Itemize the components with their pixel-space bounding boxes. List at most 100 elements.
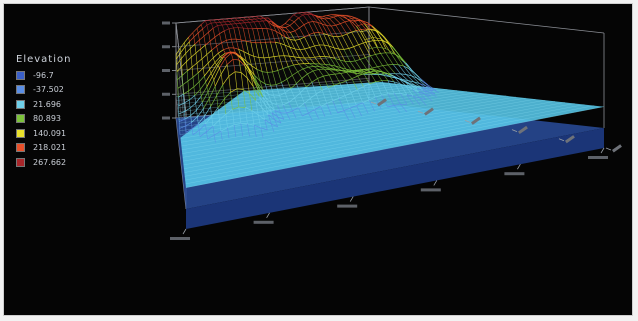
mesh-segment: [298, 17, 305, 25]
mesh-segment: [283, 55, 289, 67]
mesh-segment: [209, 62, 216, 70]
mesh-segment: [256, 82, 264, 90]
mesh-segment: [247, 123, 250, 137]
mesh-segment: [375, 97, 382, 110]
mesh-segment: [356, 30, 364, 44]
mesh-segment: [267, 20, 272, 30]
axis-ticks: [162, 21, 622, 240]
mesh-segment: [405, 74, 414, 83]
mesh-segment: [179, 48, 182, 53]
mesh-segment: [253, 124, 261, 129]
mesh-segment: [232, 20, 237, 24]
mesh-segment: [214, 86, 217, 96]
mesh-segment: [260, 127, 264, 138]
mesh-segment: [393, 81, 401, 85]
mesh-segment: [324, 64, 331, 69]
mesh-segment: [402, 60, 412, 70]
mesh-segment: [251, 16, 256, 20]
base-front: [186, 128, 604, 229]
mesh-segment: [205, 116, 213, 125]
water-gridline: [180, 93, 487, 143]
mesh-segment: [317, 22, 324, 34]
mesh-segment: [282, 102, 289, 106]
mesh-segment: [340, 23, 348, 35]
mesh-segment: [328, 84, 335, 88]
mesh-segment: [412, 88, 419, 93]
mesh-segment: [329, 69, 336, 75]
mesh-segment: [181, 66, 183, 76]
mesh-segment: [330, 68, 336, 71]
mesh-segment: [288, 64, 294, 67]
mesh-segment: [188, 90, 190, 100]
mesh-segment: [408, 80, 414, 83]
mesh-segment: [226, 64, 230, 77]
mesh-segment: [365, 55, 371, 58]
mesh-segment: [242, 89, 246, 108]
mesh-segment: [176, 66, 183, 72]
mesh-segment: [333, 47, 341, 61]
mesh-segment: [294, 97, 299, 108]
mesh-segment: [233, 58, 240, 61]
mesh-segment: [286, 79, 291, 89]
legend: Elevation -96.7 -37.502 21.696 80.893 14…: [16, 54, 71, 170]
mesh-segment: [226, 59, 234, 65]
mesh-segment: [345, 68, 353, 73]
mesh-segment: [364, 37, 374, 41]
mesh-segment: [326, 100, 334, 104]
water-gridline: [178, 85, 418, 116]
mesh-segment: [219, 58, 226, 69]
mesh-segment: [286, 112, 291, 120]
mesh-segment: [311, 82, 317, 95]
mesh-segment: [219, 22, 223, 26]
mesh-segment: [257, 28, 261, 43]
mesh-segment: [244, 65, 248, 79]
mesh-segment: [206, 86, 209, 92]
mesh-segment: [359, 19, 368, 24]
mesh-segment: [299, 39, 305, 50]
mesh-segment: [314, 44, 320, 47]
mesh-segment: [191, 123, 199, 130]
mesh-segment: [188, 32, 194, 38]
mesh-segment: [377, 66, 385, 75]
mesh-segment: [183, 94, 185, 104]
mesh-segment: [253, 125, 257, 138]
mesh-segment: [205, 20, 208, 26]
mesh-segment: [191, 62, 198, 68]
mesh-segment: [177, 93, 184, 98]
mesh-segment: [327, 34, 335, 48]
mesh-segment: [200, 96, 203, 103]
mesh-segment: [322, 15, 328, 17]
mesh-segment: [206, 24, 209, 33]
legend-label: 80.893: [33, 114, 61, 124]
mesh-segment: [265, 97, 269, 106]
mesh-segment: [192, 72, 199, 78]
mesh-segment: [257, 114, 261, 128]
legend-label: 218.021: [33, 143, 67, 153]
mesh-segment: [230, 18, 234, 22]
mesh-segment: [286, 75, 293, 80]
mesh-segment: [194, 44, 197, 54]
mesh-segment: [345, 78, 353, 82]
mesh-segment: [284, 19, 290, 24]
mesh-segment: [332, 100, 338, 113]
mesh-segment: [205, 40, 211, 46]
mesh-segment: [299, 48, 305, 50]
mesh-segment: [322, 23, 327, 26]
mesh-segment: [191, 67, 194, 78]
mesh-segment: [360, 59, 368, 70]
mesh-segment: [197, 28, 203, 34]
mesh-segment: [424, 85, 434, 92]
mesh-segment: [375, 94, 382, 98]
mesh-segment: [268, 93, 275, 97]
mesh-segment: [311, 14, 318, 23]
mesh-segment: [271, 22, 277, 32]
mesh-segment: [179, 125, 186, 129]
water-gridline: [183, 101, 556, 169]
surface-plot: [162, 6, 622, 240]
mesh-segment: [271, 29, 277, 32]
mesh-segment: [404, 80, 412, 86]
mesh-segment: [206, 126, 214, 133]
mesh-segment: [335, 25, 343, 36]
y-axis-tick-label: [424, 107, 434, 116]
mesh-segment: [378, 73, 386, 77]
